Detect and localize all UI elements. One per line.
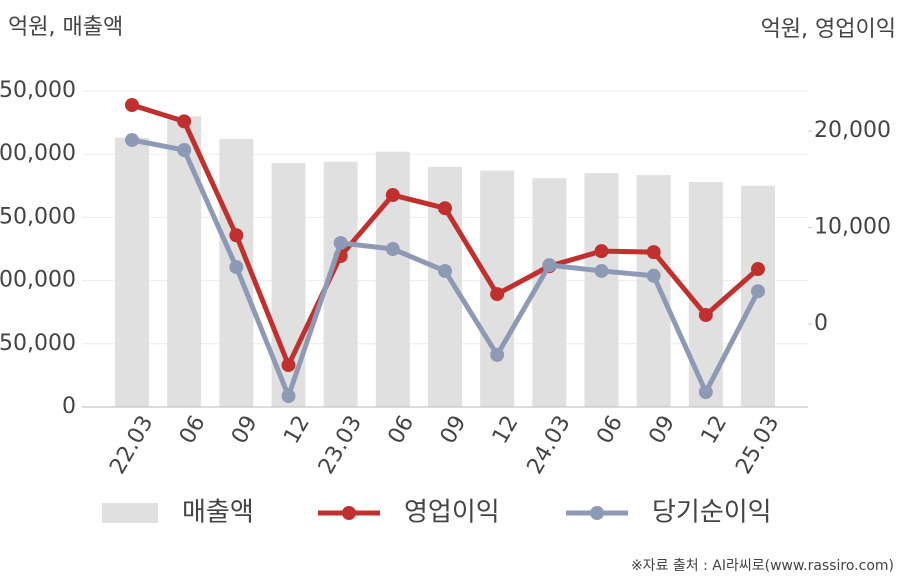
y2-tick-label: 20,000 bbox=[814, 118, 891, 143]
point bbox=[229, 260, 244, 275]
x-tick-label: 09 bbox=[644, 412, 680, 449]
bar bbox=[636, 175, 671, 407]
x-tick-label: 12 bbox=[697, 412, 733, 449]
point bbox=[490, 287, 505, 302]
x-tick-label: 22.03 bbox=[105, 412, 158, 479]
point bbox=[177, 114, 192, 129]
x-tick-label: 12 bbox=[279, 412, 315, 449]
point bbox=[125, 133, 139, 148]
point bbox=[333, 235, 348, 250]
bar bbox=[532, 178, 567, 407]
point bbox=[490, 347, 505, 362]
point bbox=[125, 97, 139, 112]
source: ※자료 출처 : AI라씨로(www.rassiro.com) bbox=[631, 558, 894, 574]
y2-tick-label: 10,000 bbox=[814, 215, 891, 240]
y-tick-label: 200,000 bbox=[0, 141, 76, 166]
point bbox=[229, 228, 244, 243]
x-tick-label: 06 bbox=[175, 412, 211, 449]
legend-marker bbox=[590, 506, 604, 520]
y-axis-label: 억원, 매출액 bbox=[8, 15, 123, 40]
x-tick-label: 12 bbox=[488, 412, 524, 449]
bar bbox=[584, 173, 619, 407]
bar bbox=[115, 137, 149, 407]
point bbox=[751, 262, 765, 277]
x-tick-label: 09 bbox=[436, 412, 472, 449]
x-tick-label: 06 bbox=[384, 412, 420, 449]
legend-marker bbox=[342, 506, 356, 520]
y-tick-label: 0 bbox=[62, 394, 76, 419]
point bbox=[594, 263, 609, 278]
point bbox=[281, 389, 296, 404]
bar bbox=[167, 116, 202, 407]
x-tick-label: 25.03 bbox=[731, 412, 784, 479]
point bbox=[594, 244, 609, 259]
x-tick-label: 24.03 bbox=[523, 412, 576, 479]
y2-tick-label: 0 bbox=[814, 311, 828, 336]
y2-axis-label: 억원, 영업이익 bbox=[761, 17, 896, 42]
y-tick-label: 50,000 bbox=[0, 331, 76, 356]
point bbox=[385, 242, 400, 257]
point bbox=[177, 143, 192, 158]
point bbox=[438, 201, 452, 216]
point bbox=[281, 358, 296, 373]
y-tick-label: 150,000 bbox=[0, 204, 76, 229]
y-tick-label: 250,000 bbox=[0, 78, 76, 103]
point bbox=[646, 245, 661, 260]
point bbox=[698, 308, 713, 323]
point bbox=[385, 188, 400, 203]
point bbox=[646, 268, 661, 283]
x-tick-label: 06 bbox=[592, 412, 628, 449]
point bbox=[438, 263, 452, 278]
legend-label: 영업이익 bbox=[404, 498, 500, 528]
legend-label: 당기순이익 bbox=[652, 498, 772, 528]
point bbox=[751, 284, 765, 299]
x-tick-label: 09 bbox=[227, 412, 263, 449]
legend-swatch bbox=[102, 503, 158, 523]
legend-label: 매출액 bbox=[182, 498, 254, 528]
point bbox=[698, 385, 713, 400]
y-tick-label: 100,000 bbox=[0, 268, 76, 293]
x-tick-label: 23.03 bbox=[314, 412, 367, 479]
point bbox=[542, 258, 557, 273]
